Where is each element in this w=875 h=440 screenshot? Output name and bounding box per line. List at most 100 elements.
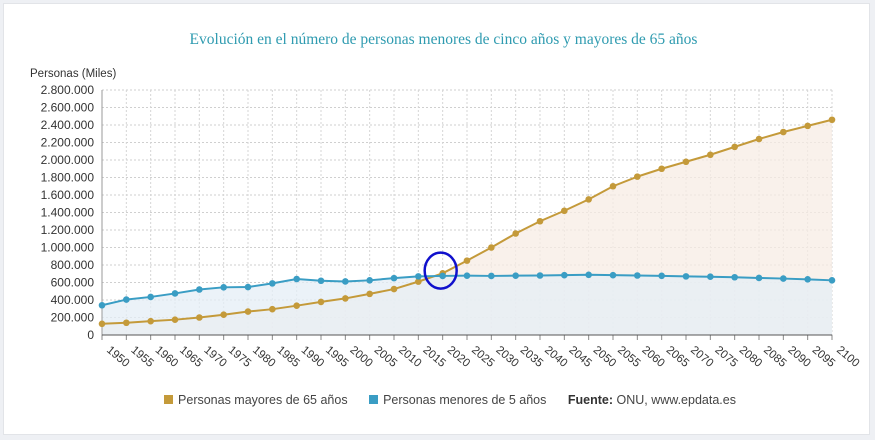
y-tick-label: 600.000 [51, 276, 95, 290]
series-0-point [707, 151, 714, 159]
series-0-point [536, 217, 544, 225]
legend-swatch-over-65 [164, 394, 174, 404]
series-0-point [828, 116, 836, 124]
series-1-point [415, 273, 422, 280]
x-tick-label: 1965 [177, 344, 204, 370]
x-tick-label: 2045 [566, 344, 593, 370]
series-0-point [488, 244, 495, 251]
x-tick-label: 2060 [639, 344, 666, 370]
x-tick-label: 2000 [347, 344, 374, 370]
series-1-point [585, 271, 592, 279]
series-1-point [244, 283, 252, 291]
x-tick-label: 2015 [420, 344, 447, 370]
series-0-point [634, 173, 641, 180]
series-0-point [585, 196, 592, 203]
x-tick-label: 2085 [761, 344, 788, 370]
series-0-point [755, 135, 763, 143]
y-tick-label: 400.000 [51, 293, 95, 307]
annotation-circle [423, 251, 458, 290]
y-tick-label: 2.400.000 [41, 118, 95, 132]
series-0-point [171, 316, 179, 323]
series-0-point [269, 305, 276, 313]
series-1-point [439, 272, 446, 280]
series-1-point [755, 274, 763, 282]
series-0-point [780, 128, 787, 136]
series-1-point [561, 271, 568, 279]
x-tick-label: 2025 [469, 344, 496, 370]
series-0-point [561, 207, 568, 215]
series-1-point [463, 272, 471, 279]
series-1-point [220, 284, 227, 291]
series-0-point [658, 165, 665, 173]
series-1-point [731, 273, 738, 281]
source-note: Fuente: ONU, www.epdata.es [568, 393, 736, 407]
series-1-point [390, 274, 398, 282]
y-tick-label: 1.800.000 [41, 171, 95, 185]
x-tick-label: 2095 [810, 344, 837, 370]
x-tick-label: 2035 [518, 344, 545, 370]
y-tick-label: 2.600.000 [41, 101, 95, 115]
x-tick-label: 1980 [250, 344, 277, 370]
y-tick-label: 1.600.000 [41, 188, 95, 202]
series-0-point [98, 320, 106, 328]
x-tick-label: 1995 [323, 344, 350, 370]
series-1-point [171, 290, 179, 297]
series-1-point [682, 273, 690, 280]
chart-title: Evolución en el número de personas menor… [189, 31, 698, 48]
x-tick-label: 2020 [445, 344, 472, 370]
legend-item-over-65[interactable]: Personas mayores de 65 años [164, 393, 348, 407]
series-0-point [512, 230, 519, 237]
x-tick-label: 1985 [274, 344, 301, 370]
x-tick-label: 2030 [493, 344, 520, 370]
series-1-point [98, 301, 106, 309]
series-0-point [220, 311, 227, 319]
x-tick-label: 2050 [591, 344, 618, 370]
source-text[interactable]: ONU, www.epdata.es [616, 392, 736, 407]
x-tick-label: 2040 [542, 344, 569, 370]
series-1-point [658, 272, 665, 280]
x-tick-label: 1975 [226, 344, 253, 370]
series-0-point [196, 314, 203, 321]
x-tick-label: 2090 [785, 344, 812, 370]
series-1-point [147, 293, 154, 301]
series-0-point [415, 278, 422, 285]
series-1-point [488, 272, 495, 280]
x-tick-label: 2075 [712, 344, 739, 370]
series-0-point [731, 143, 738, 151]
series-1-point [536, 272, 544, 279]
series-1-point [512, 272, 519, 279]
x-tick-label: 2100 [834, 344, 861, 370]
legend-label-over-65: Personas mayores de 65 años [178, 392, 348, 407]
series-1-point [804, 276, 811, 283]
series-0-point [147, 317, 154, 325]
series-1-point [342, 278, 349, 285]
series-1-point [317, 277, 325, 285]
y-tick-label: 800.000 [51, 258, 95, 272]
legend-item-under-5[interactable]: Personas menores de 5 años [369, 393, 546, 407]
x-tick-label: 1990 [299, 344, 326, 370]
x-tick-label: 1970 [201, 344, 228, 370]
legend: Personas mayores de 65 años Personas men… [0, 392, 875, 407]
x-tick-label: 2070 [688, 344, 715, 370]
y-tick-label: 1.200.000 [41, 223, 95, 237]
y-tick-label: 200.000 [51, 311, 95, 325]
y-tick-label: 2.200.000 [41, 136, 95, 150]
y-tick-label: 1.400.000 [41, 206, 95, 220]
y-axis-label: Personas (Miles) [30, 68, 117, 80]
legend-label-under-5: Personas menores de 5 años [383, 392, 547, 407]
series-1-point [707, 273, 714, 281]
y-tick-label: 0 [87, 328, 94, 342]
series-1-point [293, 275, 300, 283]
y-tick-label: 1.000.000 [41, 241, 95, 255]
series-0-point [682, 158, 690, 166]
x-tick-label: 2065 [664, 344, 691, 370]
series-1-point [269, 280, 276, 287]
x-tick-label: 2055 [615, 344, 642, 370]
y-tick-label: 2.800.000 [41, 83, 95, 97]
series-area-1 [102, 274, 832, 335]
series-0-point [123, 319, 130, 327]
y-tick-label: 2.000.000 [41, 153, 95, 167]
series-0-point [366, 290, 373, 298]
legend-swatch-under-5 [369, 394, 379, 404]
